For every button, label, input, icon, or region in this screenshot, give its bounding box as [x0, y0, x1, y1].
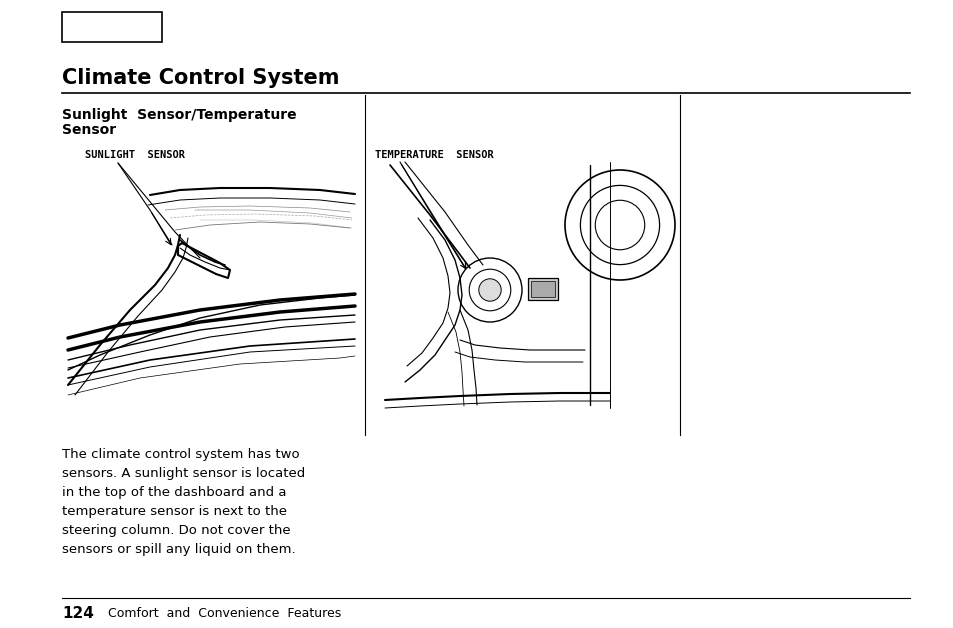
Bar [527, 278, 558, 300]
Circle shape [579, 185, 659, 264]
Circle shape [457, 258, 521, 322]
Text: Comfort  and  Convenience  Features: Comfort and Convenience Features [108, 607, 341, 620]
Circle shape [478, 279, 500, 301]
Circle shape [564, 170, 675, 280]
Text: The climate control system has two
sensors. A sunlight sensor is located
in the : The climate control system has two senso… [62, 448, 305, 556]
Text: TEMPERATURE  SENSOR: TEMPERATURE SENSOR [375, 150, 494, 160]
Text: 124: 124 [62, 606, 93, 621]
Circle shape [595, 200, 644, 250]
Circle shape [469, 269, 510, 311]
Text: Sensor: Sensor [62, 123, 116, 137]
Bar [62, 12, 162, 42]
Text: Sunlight  Sensor/Temperature: Sunlight Sensor/Temperature [62, 108, 296, 122]
Text: SUNLIGHT  SENSOR: SUNLIGHT SENSOR [85, 150, 185, 160]
Bar [531, 281, 555, 297]
Text: Climate Control System: Climate Control System [62, 68, 339, 88]
